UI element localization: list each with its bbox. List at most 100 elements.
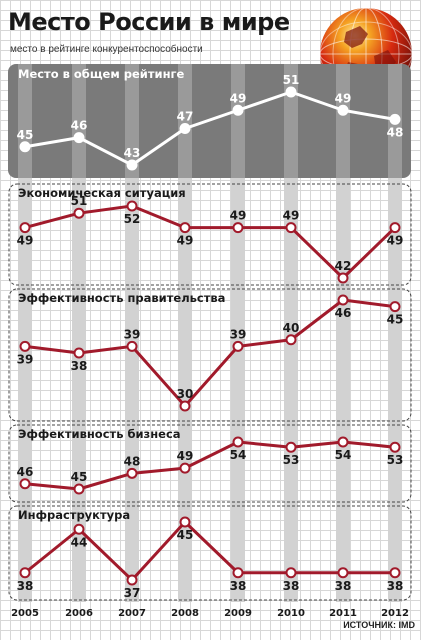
chart-title: Место России в мире xyxy=(8,8,290,36)
section-panel xyxy=(8,288,412,422)
data-point xyxy=(126,574,138,586)
x-tick-label: 2008 xyxy=(171,608,199,619)
data-point xyxy=(285,86,297,98)
data-point xyxy=(389,441,401,453)
data-label: 39 xyxy=(124,327,141,341)
data-label: 30 xyxy=(177,387,194,401)
data-point xyxy=(179,400,191,412)
data-label: 38 xyxy=(335,579,352,593)
year-column xyxy=(72,64,86,178)
series-line xyxy=(24,90,396,167)
data-label: 40 xyxy=(283,321,300,335)
data-point xyxy=(126,159,138,171)
data-point xyxy=(179,516,191,528)
data-label: 38 xyxy=(283,579,300,593)
year-column xyxy=(18,64,32,178)
series-line xyxy=(24,520,395,582)
section-panel xyxy=(8,505,412,601)
data-label: 48 xyxy=(124,454,141,468)
data-point xyxy=(285,334,297,346)
data-label: 54 xyxy=(230,448,247,462)
data-label: 45 xyxy=(71,470,88,484)
data-point xyxy=(232,104,244,116)
data-label: 52 xyxy=(124,212,141,226)
data-label: 44 xyxy=(71,535,88,549)
data-label: 49 xyxy=(230,209,247,223)
data-point xyxy=(19,222,31,234)
section-panel xyxy=(8,183,412,286)
data-label: 51 xyxy=(283,73,300,87)
x-tick-label: 2011 xyxy=(329,608,357,619)
data-label: 45 xyxy=(387,313,404,327)
x-tick-label: 2012 xyxy=(381,608,409,619)
series-title: Инфраструктура xyxy=(18,508,130,522)
data-point xyxy=(285,222,297,234)
data-point xyxy=(179,462,191,474)
x-tick-label: 2006 xyxy=(65,608,93,619)
data-label: 51 xyxy=(71,194,88,208)
data-point xyxy=(126,340,138,352)
data-label: 53 xyxy=(387,453,404,467)
data-point xyxy=(73,483,85,495)
data-point xyxy=(19,141,31,153)
data-label: 38 xyxy=(17,579,34,593)
data-point xyxy=(337,104,349,116)
data-label: 49 xyxy=(177,449,194,463)
data-point xyxy=(179,123,191,134)
data-point xyxy=(19,478,31,490)
year-column xyxy=(178,90,192,602)
series-line xyxy=(24,440,396,491)
section-panel xyxy=(8,424,412,503)
data-label: 46 xyxy=(17,465,34,479)
data-label: 49 xyxy=(230,91,247,105)
year-column xyxy=(336,90,350,602)
data-point xyxy=(73,523,85,535)
data-point xyxy=(337,294,349,306)
data-point xyxy=(232,222,244,234)
data-point xyxy=(285,441,297,453)
data-point xyxy=(232,436,244,448)
x-tick-label: 2005 xyxy=(11,608,39,619)
data-point xyxy=(232,567,244,579)
chart-subtitle: место в рейтинге конкурентоспособности xyxy=(10,44,203,55)
data-point xyxy=(73,132,85,144)
data-label: 49 xyxy=(335,91,352,105)
data-label: 53 xyxy=(283,453,300,467)
data-point xyxy=(389,113,401,125)
data-label: 37 xyxy=(124,586,141,600)
source-note: ИСТОЧНИК: IMD xyxy=(343,620,415,630)
data-point xyxy=(337,272,349,284)
data-label: 47 xyxy=(177,110,194,124)
data-label: 38 xyxy=(230,579,247,593)
data-point xyxy=(126,467,138,479)
data-point xyxy=(179,222,191,234)
year-column xyxy=(72,90,86,602)
data-label: 45 xyxy=(17,128,34,142)
data-point xyxy=(126,200,138,212)
series-line xyxy=(24,298,396,408)
year-column xyxy=(388,90,402,602)
series-title: Эффективность бизнеса xyxy=(18,427,181,441)
data-label: 39 xyxy=(230,327,247,341)
data-label: 49 xyxy=(177,234,194,248)
data-label: 49 xyxy=(387,234,404,248)
data-label: 38 xyxy=(387,579,404,593)
series-title: Экономическая ситуация xyxy=(18,186,186,200)
data-point xyxy=(389,222,401,234)
year-column xyxy=(178,64,192,178)
data-point xyxy=(19,567,31,579)
series-title: Эффективность правительства xyxy=(18,291,225,305)
data-label: 48 xyxy=(387,125,404,139)
data-point xyxy=(232,340,244,352)
year-column xyxy=(336,64,350,178)
data-label: 49 xyxy=(283,209,300,223)
data-label: 39 xyxy=(17,352,34,366)
data-label: 49 xyxy=(17,234,34,248)
data-point xyxy=(19,340,31,352)
data-point xyxy=(73,347,85,359)
data-label: 43 xyxy=(124,146,141,160)
year-column xyxy=(125,64,139,178)
data-label: 54 xyxy=(335,448,352,462)
x-tick-label: 2010 xyxy=(277,608,305,619)
